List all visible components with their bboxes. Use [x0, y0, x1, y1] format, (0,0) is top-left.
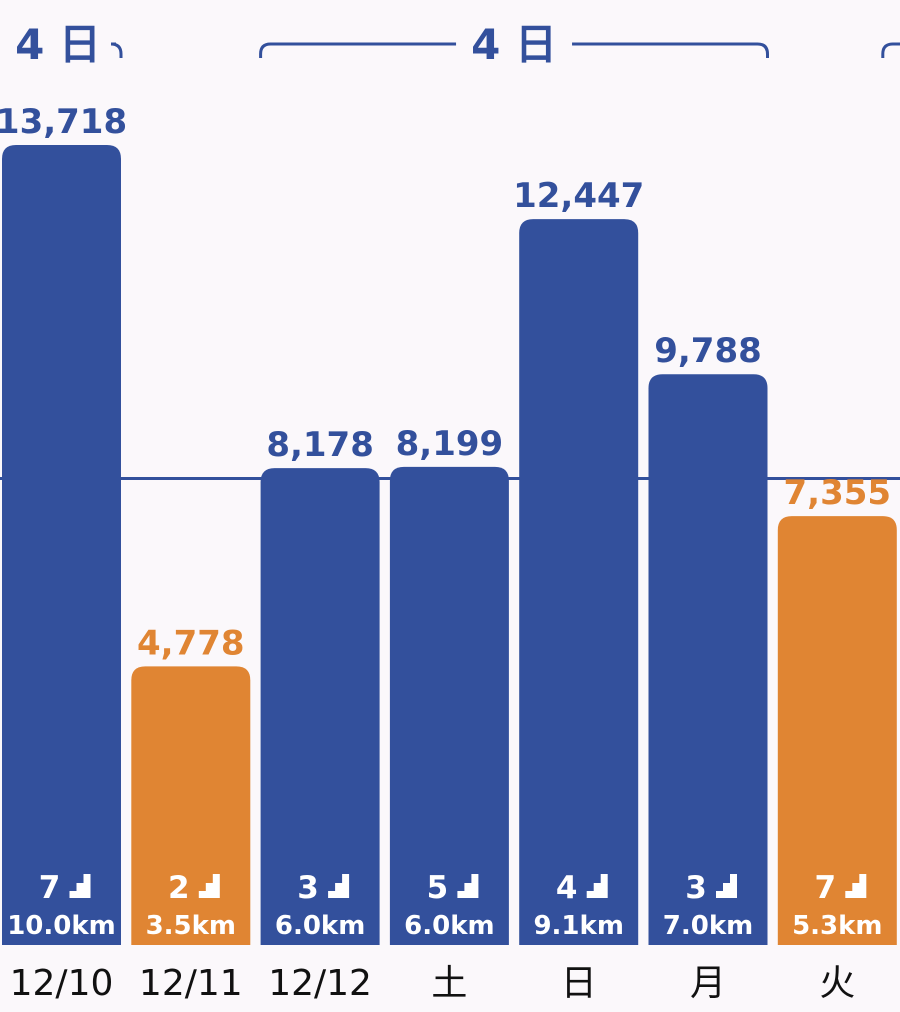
- value-label: 7,355: [784, 473, 892, 513]
- bar: [648, 374, 768, 945]
- stairs-count: 7: [815, 870, 837, 906]
- stairs-count: 4: [556, 870, 578, 906]
- streak-bracket: [881, 42, 900, 58]
- distance-label: 5.3km: [792, 911, 882, 941]
- x-tick-label: 火: [819, 963, 855, 1004]
- stairs-count: 5: [427, 870, 449, 906]
- distance-label: 6.0km: [404, 911, 494, 941]
- x-tick-label: 月: [690, 963, 726, 1004]
- bar: [2, 145, 121, 945]
- stairs-icon: [198, 874, 220, 898]
- bar-group: 8,178 3 6.0km 12/12: [260, 425, 380, 1004]
- stairs-icon: [716, 874, 737, 898]
- bar-group: 13,718 7 10.0km 12/10: [0, 102, 127, 1004]
- distance-label: 3.5km: [146, 911, 236, 941]
- streak-label: 4 日: [471, 20, 557, 69]
- value-label: 13,718: [0, 102, 127, 142]
- value-label: 9,788: [654, 331, 762, 371]
- x-tick-label: 土: [431, 963, 467, 1004]
- stairs-icon: [457, 874, 479, 898]
- bar: [389, 466, 509, 945]
- stairs-count: 3: [685, 870, 707, 906]
- bar-group: 4,778 2 3.5km 12/11: [131, 623, 251, 1004]
- distance-label: 6.0km: [275, 911, 365, 941]
- x-tick-label: 12/12: [268, 963, 372, 1004]
- distance-label: 10.0km: [7, 911, 116, 941]
- streak-brackets: 4 日 4 日: [15, 20, 900, 69]
- bracket-line: [110, 42, 123, 58]
- x-tick-label: 日: [561, 963, 597, 1004]
- value-label: 8,178: [266, 425, 374, 465]
- bar: [519, 219, 639, 946]
- bar: [260, 468, 380, 945]
- bar-group: 7,355 7 5.3km 火: [777, 473, 897, 1004]
- bracket-line: [259, 42, 769, 58]
- stairs-count: 2: [168, 870, 190, 906]
- bar-group: 8,199 5 6.0km 土: [389, 424, 509, 1004]
- stairs-count: 3: [297, 870, 319, 906]
- stairs-icon: [328, 874, 350, 898]
- bar-group: 9,788 3 7.0km 月: [648, 331, 768, 1004]
- bar: [777, 516, 897, 945]
- distance-label: 9.1km: [533, 911, 623, 941]
- stairs-icon: [69, 874, 91, 898]
- streak-bracket: 4 日: [259, 20, 769, 69]
- bar-group: 12,447 4 9.1km 日: [513, 176, 644, 1004]
- bracket-line: [881, 42, 900, 58]
- streak-bracket: 4 日: [15, 20, 123, 69]
- stairs-icon: [845, 874, 867, 898]
- value-label: 12,447: [513, 176, 644, 216]
- value-label: 4,778: [137, 623, 245, 663]
- stairs-count: 7: [39, 870, 61, 906]
- distance-label: 7.0km: [663, 911, 753, 941]
- stairs-icon: [586, 874, 608, 898]
- value-label: 8,199: [396, 424, 504, 464]
- x-tick-label: 12/10: [10, 963, 114, 1004]
- bar: [131, 666, 251, 945]
- x-tick-label: 12/11: [139, 963, 243, 1004]
- streak-label: 4 日: [15, 20, 101, 69]
- bars: 13,718 7 10.0km 12/10 4,778 2 3.5km 12/11 8,178 3…: [0, 102, 897, 1004]
